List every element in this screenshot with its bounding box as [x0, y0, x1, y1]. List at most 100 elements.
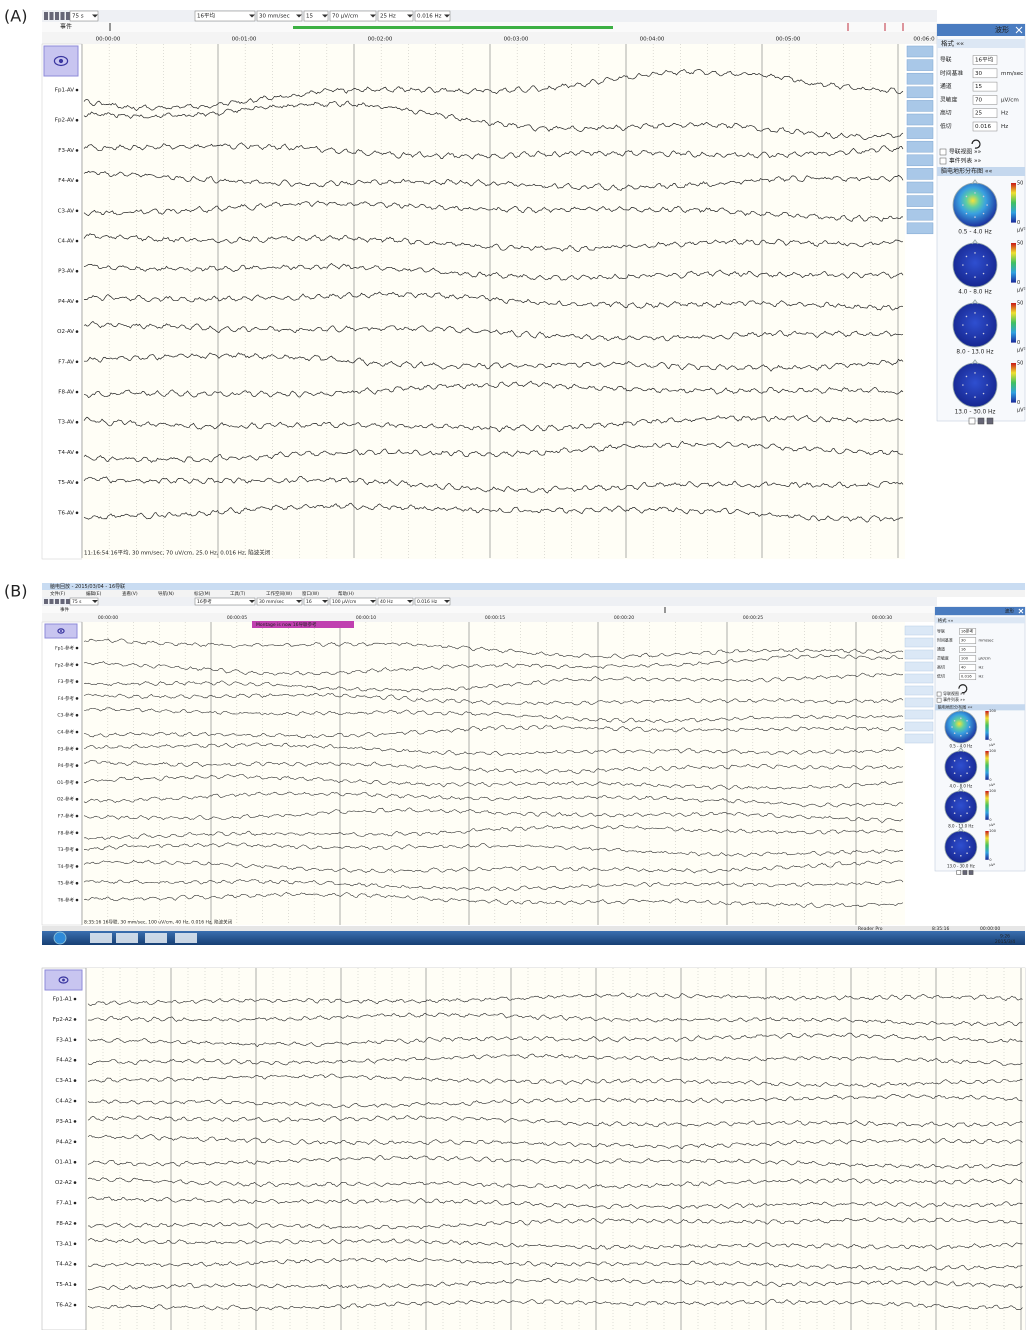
electrode	[983, 196, 985, 198]
start-button[interactable]	[54, 932, 66, 944]
tool-icon[interactable]	[66, 12, 70, 20]
setting-name: 通道	[937, 647, 945, 652]
channel-label: T3-A1	[55, 1241, 72, 1247]
nav-button[interactable]	[905, 638, 933, 647]
menu-item[interactable]: 工作空间(W)	[266, 590, 292, 597]
tool-icon[interactable]	[61, 12, 65, 20]
map-tool-icon[interactable]	[969, 418, 975, 424]
nav-button[interactable]	[905, 698, 933, 707]
nav-button[interactable]	[905, 662, 933, 671]
color-bar	[985, 791, 988, 820]
setting-value: 30	[961, 638, 966, 643]
electrode	[966, 196, 968, 198]
menu-item[interactable]: 标记(M)	[194, 590, 211, 597]
taskbar-app[interactable]	[90, 933, 112, 943]
time-row	[42, 32, 937, 44]
scale-unit: µV²	[989, 783, 995, 787]
tool-icon[interactable]	[55, 12, 59, 20]
nav-button[interactable]	[907, 100, 933, 111]
electrode	[983, 316, 985, 318]
tool-icon[interactable]	[55, 599, 59, 604]
channel-dot	[74, 1263, 77, 1266]
channel-label: C3-参考	[57, 712, 74, 719]
tool-field-text: 0.016 Hz	[417, 14, 442, 20]
electrode	[974, 336, 976, 338]
tool-icon[interactable]	[44, 12, 48, 20]
channel-label: F8-参考	[58, 829, 75, 836]
time-label: 00:00:25	[743, 615, 763, 621]
side-link[interactable]: 事件列表 »»	[943, 697, 965, 702]
nav-button[interactable]	[907, 168, 933, 179]
channel-label: P3-参考	[58, 745, 75, 752]
tool-icon[interactable]	[50, 599, 54, 604]
nav-button[interactable]	[905, 674, 933, 683]
nav-button[interactable]	[905, 650, 933, 659]
scale-min: 0	[1017, 220, 1020, 226]
side-link[interactable]: 事件列表 »»	[949, 157, 982, 165]
electrode	[960, 815, 962, 817]
nav-button[interactable]	[907, 209, 933, 220]
nav-button[interactable]	[907, 60, 933, 71]
nav-button[interactable]	[905, 626, 933, 635]
scale-min: 0	[989, 778, 991, 782]
menu-item[interactable]: 文件(F)	[50, 590, 65, 597]
map-tool-icon[interactable]	[987, 418, 993, 424]
topo-map	[953, 363, 997, 407]
menu-item[interactable]: 导航(N)	[158, 590, 174, 597]
nav-button[interactable]	[907, 73, 933, 84]
nav-button[interactable]	[907, 87, 933, 98]
nav-button[interactable]	[907, 182, 933, 193]
nav-button[interactable]	[907, 114, 933, 125]
nav-button[interactable]	[907, 196, 933, 207]
nav-button[interactable]	[907, 128, 933, 139]
map-tool-icon[interactable]	[978, 418, 984, 424]
map-tool-icon[interactable]	[957, 870, 961, 874]
side-link[interactable]: 导联视图 »»	[949, 148, 982, 156]
taskbar-app[interactable]	[175, 933, 197, 943]
tool-field-text: 15	[306, 14, 313, 20]
menu-item[interactable]: 查看(V)	[122, 590, 138, 597]
tool-icon[interactable]	[66, 599, 70, 604]
color-bar	[985, 831, 988, 860]
menu-item[interactable]: 工具(T)	[230, 591, 246, 597]
channel-label: Fp2-参考	[55, 661, 74, 668]
nav-button[interactable]	[907, 141, 933, 152]
side-link[interactable]: 导联视图 »»	[943, 691, 965, 696]
nav-button[interactable]	[907, 223, 933, 234]
electrode	[983, 256, 985, 258]
scale-unit: µV²	[1017, 288, 1026, 294]
channel-dot	[76, 647, 79, 650]
channel-label: F7-A1	[56, 1201, 72, 1207]
electrode	[951, 846, 953, 848]
map-tool-icon[interactable]	[969, 870, 973, 874]
menu-item[interactable]: 帮助(H)	[338, 590, 354, 597]
menu-item[interactable]: 窗口(W)	[302, 590, 319, 597]
time-label: 00:00:30	[872, 615, 892, 621]
electrode	[951, 726, 953, 728]
nav-button[interactable]	[905, 710, 933, 719]
nav-button[interactable]	[907, 155, 933, 166]
taskbar-app[interactable]	[145, 933, 167, 943]
tool-icon[interactable]	[44, 599, 48, 604]
setting-name: 灵敏度	[937, 656, 949, 661]
tool-field-text: 70 µV/cm	[332, 14, 358, 20]
nav-button[interactable]	[905, 686, 933, 695]
electrode	[954, 812, 956, 814]
channel-dot	[74, 1079, 77, 1082]
taskbar-app[interactable]	[116, 933, 138, 943]
tool-icon[interactable]	[61, 599, 65, 604]
time-label: 00:00:15	[485, 615, 505, 621]
map-tool-icon[interactable]	[963, 870, 967, 874]
electrode	[960, 775, 962, 777]
channel-label: T3-参考	[57, 846, 75, 853]
nav-button[interactable]	[905, 734, 933, 743]
menu-item[interactable]: 编辑(E)	[86, 590, 102, 597]
channel-label: O2-参考	[57, 796, 75, 803]
scale-max: 50	[1017, 181, 1023, 187]
electrode	[954, 772, 956, 774]
nav-button[interactable]	[905, 722, 933, 731]
tool-icon[interactable]	[50, 12, 54, 20]
nav-button[interactable]	[907, 46, 933, 57]
scale-max: 50	[1017, 241, 1023, 247]
time-label: 00:02:00	[368, 37, 393, 43]
